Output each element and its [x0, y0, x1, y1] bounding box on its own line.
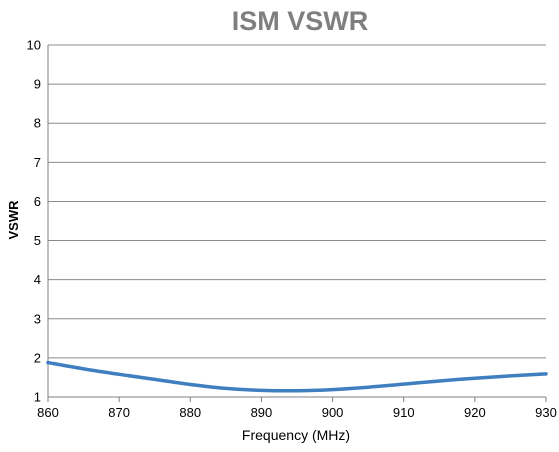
y-tick-label-7: 7 — [34, 155, 41, 170]
y-tick-label-9: 9 — [34, 77, 41, 92]
chart-title: ISM VSWR — [232, 6, 369, 36]
x-tick-label-870: 870 — [108, 405, 130, 420]
x-tick-label-900: 900 — [322, 405, 344, 420]
y-tick-label-10: 10 — [27, 38, 41, 53]
x-tick-label-890: 890 — [251, 405, 273, 420]
x-axis-label: Frequency (MHz) — [242, 427, 350, 443]
y-tick-labels: 1 2 3 4 5 6 7 8 9 10 — [27, 38, 41, 405]
axes — [47, 45, 547, 402]
gridlines — [48, 44, 546, 359]
x-tick-labels: 860 870 880 890 900 910 920 930 — [37, 405, 557, 420]
y-tick-label-4: 4 — [34, 272, 41, 287]
x-tick-label-920: 920 — [464, 405, 486, 420]
y-tick-label-2: 2 — [34, 350, 41, 365]
x-tick-label-860: 860 — [37, 405, 59, 420]
y-axis-label: VSWR — [6, 200, 21, 240]
series-line-vswr-0 — [46, 360, 548, 393]
y-tick-label-8: 8 — [34, 116, 41, 131]
series-group — [46, 360, 548, 393]
y-tick-label-3: 3 — [34, 311, 41, 326]
x-tick-label-910: 910 — [393, 405, 415, 420]
y-tick-label-1: 1 — [34, 390, 41, 405]
y-tick-label-6: 6 — [34, 194, 41, 209]
y-tick-label-5: 5 — [34, 233, 41, 248]
x-tick-label-880: 880 — [179, 405, 201, 420]
x-tick-label-930: 930 — [535, 405, 557, 420]
